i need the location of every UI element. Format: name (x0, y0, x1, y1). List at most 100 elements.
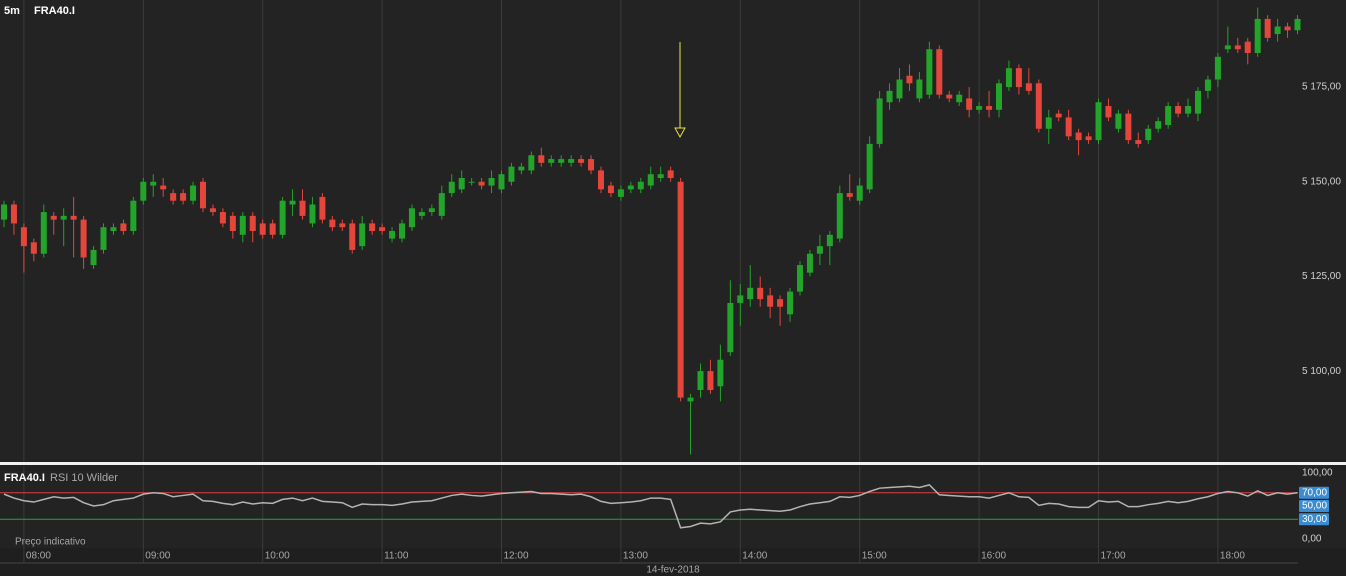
candle-body (1264, 18, 1271, 38)
x-tick-label: 14:00 (742, 551, 767, 562)
candle-body (448, 181, 455, 194)
candle-body (916, 79, 923, 99)
candle-body (896, 79, 903, 99)
candle-body (229, 215, 236, 231)
candle-body (279, 200, 286, 235)
candle-body (90, 249, 97, 266)
candle-body (996, 83, 1002, 110)
candle-body (1105, 106, 1112, 118)
candle-body (806, 253, 813, 273)
tick-label-box (1299, 513, 1329, 526)
candle-body (50, 215, 57, 220)
candle-body (548, 159, 555, 163)
candle-body (1204, 79, 1211, 91)
x-tick-label: 13:00 (623, 551, 648, 562)
y-tick-label: 5 125,00 (1302, 271, 1341, 282)
candle-body (1095, 102, 1102, 141)
candle-body (1294, 18, 1301, 31)
legend-entry: RSI 10 Wilder (50, 472, 118, 484)
x-tick-label: 16:00 (981, 551, 1006, 562)
interval: 5m (4, 5, 20, 17)
candle-body (986, 106, 993, 110)
candle-body (737, 295, 744, 303)
candle-body (1224, 45, 1231, 50)
candle-body (1185, 106, 1192, 114)
candle-body (60, 215, 67, 220)
candle-body (757, 287, 764, 300)
candle-body (528, 155, 535, 171)
candle-body (468, 181, 475, 183)
candle-body (150, 181, 157, 186)
candle-body (1234, 45, 1241, 50)
candle-body (1115, 113, 1122, 129)
candle-body (319, 196, 326, 220)
candle-body (200, 181, 206, 209)
candle-body (956, 94, 963, 103)
candle-body (568, 159, 575, 163)
candle-body (1085, 136, 1092, 141)
candle-body (1244, 41, 1251, 54)
candle-body (379, 227, 386, 231)
candle-body (538, 155, 545, 163)
candle-body (1175, 106, 1182, 114)
candle-body (130, 200, 137, 231)
x-tick-label: 15:00 (862, 551, 887, 562)
candle-body (707, 371, 714, 391)
candle-body (30, 242, 37, 254)
candle-body (369, 223, 376, 231)
candle-body (627, 185, 634, 190)
y-tick-label: 100,00 (1302, 468, 1333, 479)
candle-body (657, 174, 664, 178)
x-tick-label: 11:00 (384, 551, 409, 562)
candle-body (697, 371, 704, 391)
candle-body (717, 359, 724, 387)
candle-body (856, 185, 863, 201)
candle-body (349, 223, 356, 250)
candle-body (1, 204, 7, 220)
candle-body (846, 193, 853, 197)
chart-title: FRA40.I (34, 5, 75, 17)
x-tick-label: 08:00 (26, 551, 51, 562)
y-tick-label: 50,00 (1302, 501, 1327, 512)
candle-body (498, 174, 505, 190)
candle-body (1025, 83, 1032, 91)
candle-body (309, 204, 316, 224)
candle-body (1254, 18, 1261, 54)
arrow-head (674, 127, 686, 139)
candle-body (1214, 56, 1221, 80)
x-tick-label: 09:00 (145, 551, 170, 562)
annotation-arrow (674, 42, 686, 139)
x-tick-label: 10:00 (265, 551, 290, 562)
candle-body (876, 98, 883, 144)
candle-body (219, 212, 226, 224)
candle-body (70, 215, 77, 220)
candle-body (946, 94, 953, 99)
candle-body (677, 181, 684, 398)
candle-body (747, 287, 754, 300)
y-tick-label: 30,00 (1302, 514, 1327, 525)
rsi-line (3, 484, 1298, 529)
candle-body (10, 204, 17, 224)
candle-body (120, 223, 127, 231)
candle-body (1015, 68, 1022, 88)
candle-body (438, 193, 445, 216)
candle-body (40, 212, 47, 254)
candle-body (1145, 128, 1152, 141)
candle-body (936, 49, 943, 95)
indicator-title: FRA40.I (4, 472, 45, 484)
candle-body (1055, 113, 1062, 118)
candle-body (886, 90, 893, 103)
candle-body (289, 200, 296, 205)
candle-body (1065, 117, 1072, 137)
candle-body (727, 302, 734, 353)
x-tick-label: 17:00 (1101, 551, 1126, 562)
candle-body (80, 219, 87, 258)
candle-body (926, 49, 933, 95)
candle-body (637, 181, 644, 190)
candle-body (20, 227, 27, 247)
candle-body (826, 234, 833, 247)
candle-body (588, 159, 595, 171)
note: Preço indicativo (15, 537, 86, 548)
x-tick-label: 18:00 (1220, 551, 1245, 562)
